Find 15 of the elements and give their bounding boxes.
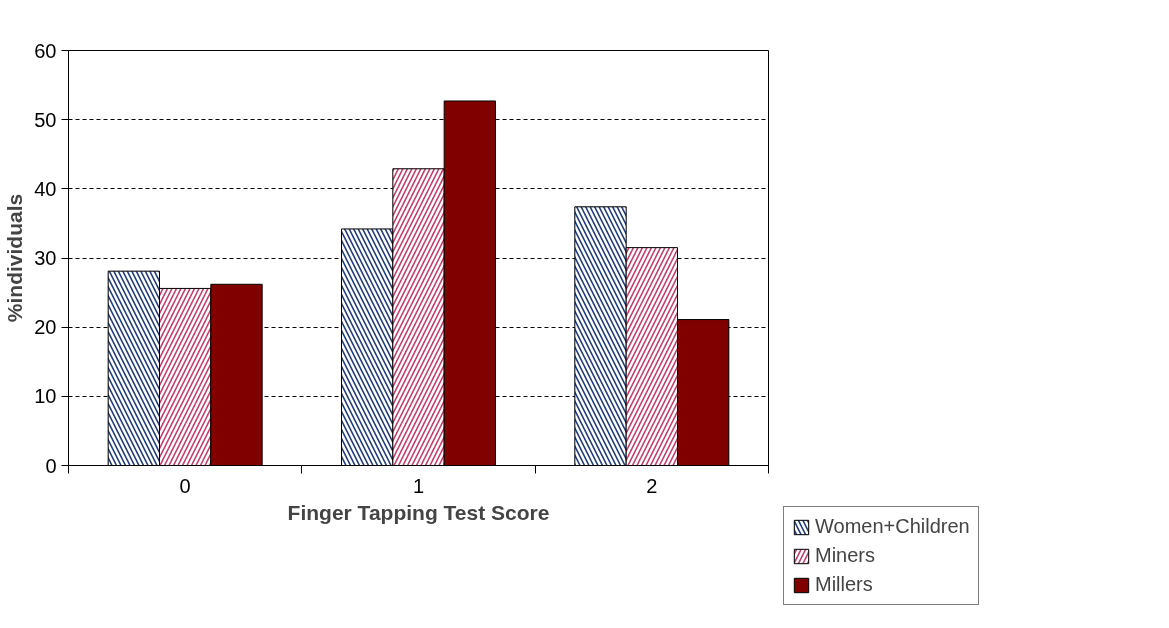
x-tick-label: 1: [412, 474, 425, 497]
y-tick-label: 40: [34, 177, 57, 200]
y-tick-label: 10: [34, 385, 57, 408]
y-tick-label: 60: [34, 39, 57, 62]
x-tick-label: 2: [646, 474, 658, 497]
x-tick-label: 0: [179, 474, 191, 497]
legend-label: Miners: [815, 544, 876, 567]
y-tick-label: 30: [34, 247, 57, 269]
legend-label: Women+Children: [815, 515, 970, 538]
y-tick-label: 20: [34, 316, 57, 339]
legend-label: Millers: [815, 573, 873, 596]
y-tick-label: 50: [34, 108, 57, 131]
y-tick-label: 0: [45, 454, 57, 477]
x-axis-title: Finger Tapping Test Score: [287, 500, 550, 524]
y-axis-title: %individuals: [3, 193, 27, 323]
